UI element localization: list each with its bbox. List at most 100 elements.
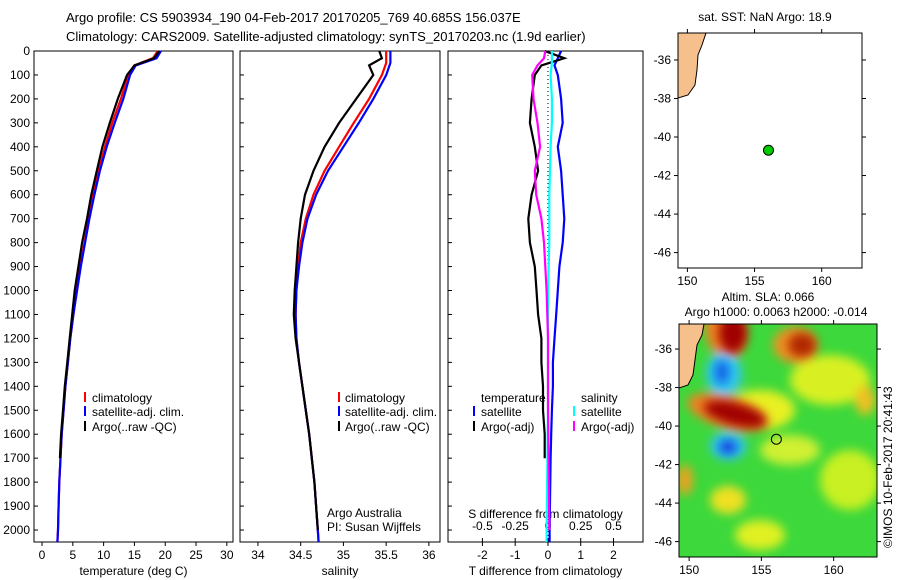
x-axis-label: salinity [322, 564, 359, 578]
lat-tick-label: -44 [654, 207, 672, 221]
y-tick-label: 900 [10, 260, 30, 274]
legend-swatch-argo [338, 421, 340, 431]
x2-axis-label: S difference from climatology [468, 507, 623, 521]
sla-map-frame [678, 323, 878, 558]
y-tick-label: 100 [10, 68, 30, 82]
x-axis-label: temperature (deg C) [79, 564, 187, 578]
y-tick-label: 500 [10, 164, 30, 178]
lon-tick-label: 150 [679, 563, 699, 577]
series-line-t-satellite [548, 50, 566, 542]
lon-tick-label: 160 [812, 274, 832, 288]
x2-tick-label: 0 [545, 519, 552, 533]
legend-label: Argo(..raw -QC) [92, 420, 177, 434]
x-tick-label: -2 [477, 548, 488, 562]
y-tick-label: 300 [10, 116, 30, 130]
sst-map-axes: 150 155 160 -36 -38 -40 -42 -44 -46 [654, 29, 866, 288]
difference-panel: -2 -1 0 1 2 T difference from climatology -0.5… [447, 49, 644, 578]
argo-float-marker [770, 433, 782, 445]
difference-legend: temperature satellite Argo(-adj) salinit… [473, 391, 634, 434]
lat-tick-label: -38 [654, 91, 672, 105]
annotation-institution: Argo Australia [327, 506, 402, 520]
sla-map-axes: 150 155 160 -36 -38 -40 -42 -44 -46 [655, 320, 881, 577]
lat-tick-label: -36 [654, 53, 672, 67]
lat-tick-label: -36 [655, 342, 673, 356]
x-axis-label: T difference from climatology [469, 564, 623, 578]
series-line-satellite-adj-clim- [294, 51, 392, 543]
plot-frame [447, 50, 644, 543]
x-tick-label: 36 [422, 548, 436, 562]
legend-label: climatology [345, 391, 405, 405]
x2-tick-label: 0.25 [569, 519, 593, 533]
x-tick-label: 34 [251, 548, 265, 562]
copyright-timestamp: ©IMOS 10-Feb-2017 20:41:43 [881, 386, 895, 548]
y-tick-label: 1000 [3, 284, 30, 298]
series-line-t-argo-adj- [527, 49, 568, 459]
y-tick-label: 1200 [3, 331, 30, 345]
plot-frame [239, 50, 441, 543]
x-tick-label: 0 [545, 548, 552, 562]
series-line-satellite-adj-clim- [56, 50, 162, 543]
x-tick-label: 0 [39, 548, 46, 562]
y-tick-label: 600 [10, 188, 30, 202]
x-tick-label: 5 [69, 548, 76, 562]
y-tick-label: 1600 [3, 427, 30, 441]
y-tick-label: 1400 [3, 379, 30, 393]
lat-tick-label: -44 [655, 496, 673, 510]
sst-map-title: sat. SST: NaN Argo: 18.9 [698, 10, 832, 24]
lat-tick-label: -42 [654, 169, 672, 183]
y-tick-label: 1900 [3, 499, 30, 513]
sst-map-frame [677, 32, 863, 269]
argo-float-marker [762, 144, 774, 156]
legend-label: satellite-adj. clim. [345, 405, 437, 419]
lon-tick-label: 150 [677, 274, 697, 288]
x2-tick-label: 0.5 [605, 519, 622, 533]
x-tick-label: 15 [128, 548, 142, 562]
sla-map-title-2: Argo h1000: 0.0063 h2000: -0.014 [685, 305, 868, 319]
x-tick-label: 30 [220, 548, 234, 562]
lat-tick-label: -40 [654, 130, 672, 144]
legend-title-salinity: salinity [581, 391, 618, 405]
legend-swatch-satellite [84, 406, 86, 416]
lat-tick-label: -46 [655, 535, 673, 549]
y-tick-label: 2000 [3, 523, 30, 537]
legend-label: Argo(..raw -QC) [345, 420, 430, 434]
y-tick-label: 1500 [3, 403, 30, 417]
y-tick-label: 1800 [3, 475, 30, 489]
x-tick-label: 35 [337, 548, 351, 562]
lat-tick-label: -42 [655, 458, 673, 472]
legend-label: climatology [92, 391, 152, 405]
x-tick-label: 20 [159, 548, 173, 562]
salinity-legend: climatology satellite-adj. clim. Argo(..… [327, 391, 437, 534]
y-tick-label: 800 [10, 236, 30, 250]
series-line-argo-raw-qc- [292, 50, 384, 531]
annotation-pi: PI: Susan Wijffels [327, 520, 421, 534]
y-tick-label: 1700 [3, 451, 30, 465]
legend-title-temperature: temperature [481, 391, 546, 405]
sla-map-title-1: Altim. SLA: 0.066 [722, 290, 815, 304]
legend-swatch-s-satellite [573, 406, 575, 416]
legend-label: satellite [581, 405, 622, 419]
series-line-climatology [56, 50, 159, 543]
x-tick-label: 1 [577, 548, 584, 562]
title-line1: Argo profile: CS 5903934_190 04-Feb-2017… [66, 10, 521, 25]
x-tick-label: 2 [610, 548, 617, 562]
x-tick-label: 34.5 [289, 548, 313, 562]
temperature-panel: 0100200300400500600700800900100011001200… [3, 44, 234, 578]
lat-tick-label: -40 [655, 419, 673, 433]
y-tick-label: 400 [10, 140, 30, 154]
legend-swatch-argo [84, 421, 86, 431]
title-line2: Climatology: CARS2009. Satellite-adjuste… [66, 29, 586, 44]
y-tick-label: 0 [23, 44, 30, 58]
legend-swatch-s-argo [573, 421, 575, 431]
lat-tick-label: -46 [654, 246, 672, 260]
x-tick-label: 10 [97, 548, 111, 562]
series-line-s-argo-adj- [531, 50, 551, 531]
y-tick-label: 1300 [3, 355, 30, 369]
lon-tick-label: 155 [745, 274, 765, 288]
land-australia [679, 324, 705, 389]
x-tick-label: -1 [510, 548, 521, 562]
lat-tick-label: -38 [655, 381, 673, 395]
legend-label: Argo(-adj) [581, 420, 634, 434]
x2-tick-label: -0.25 [502, 519, 530, 533]
